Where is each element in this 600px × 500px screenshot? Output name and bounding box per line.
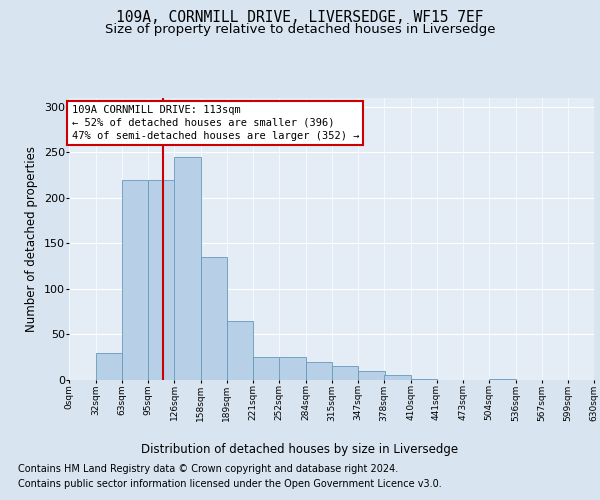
Bar — [279, 357, 305, 380]
Bar — [174, 156, 200, 380]
Bar — [384, 376, 410, 380]
Bar — [227, 321, 253, 380]
Bar — [121, 180, 148, 380]
Bar — [489, 379, 515, 380]
Text: Size of property relative to detached houses in Liversedge: Size of property relative to detached ho… — [105, 22, 495, 36]
Bar — [253, 357, 280, 380]
Bar — [95, 352, 122, 380]
Bar — [200, 257, 227, 380]
Bar — [410, 379, 437, 380]
Bar — [358, 371, 385, 380]
Bar — [148, 180, 175, 380]
Text: 109A, CORNMILL DRIVE, LIVERSEDGE, WF15 7EF: 109A, CORNMILL DRIVE, LIVERSEDGE, WF15 7… — [116, 10, 484, 25]
Bar — [305, 362, 332, 380]
Text: Contains public sector information licensed under the Open Government Licence v3: Contains public sector information licen… — [18, 479, 442, 489]
Text: 109A CORNMILL DRIVE: 113sqm
← 52% of detached houses are smaller (396)
47% of se: 109A CORNMILL DRIVE: 113sqm ← 52% of det… — [71, 105, 359, 141]
Text: Distribution of detached houses by size in Liversedge: Distribution of detached houses by size … — [142, 442, 458, 456]
Y-axis label: Number of detached properties: Number of detached properties — [25, 146, 38, 332]
Bar — [331, 366, 358, 380]
Text: Contains HM Land Registry data © Crown copyright and database right 2024.: Contains HM Land Registry data © Crown c… — [18, 464, 398, 474]
